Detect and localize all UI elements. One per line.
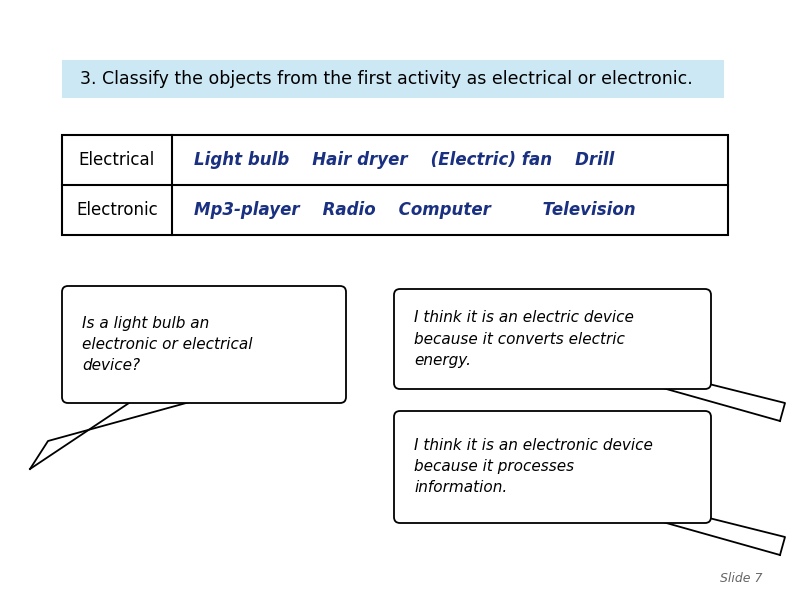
FancyBboxPatch shape <box>394 411 711 523</box>
FancyBboxPatch shape <box>62 286 346 403</box>
Text: Is a light bulb an
electronic or electrical
device?: Is a light bulb an electronic or electri… <box>82 316 252 373</box>
Text: Electronic: Electronic <box>76 201 158 219</box>
Text: Slide 7: Slide 7 <box>719 572 762 585</box>
Polygon shape <box>138 395 208 397</box>
Text: Light bulb    Hair dryer    (Electric) fan    Drill: Light bulb Hair dryer (Electric) fan Dri… <box>194 151 615 169</box>
Polygon shape <box>645 381 705 383</box>
FancyBboxPatch shape <box>394 289 711 389</box>
Text: I think it is an electric device
because it converts electric
energy.: I think it is an electric device because… <box>414 311 634 368</box>
Text: 3. Classify the objects from the first activity as electrical or electronic.: 3. Classify the objects from the first a… <box>80 70 692 88</box>
Bar <box>62 135 728 235</box>
Text: Mp3-player    Radio    Computer         Television: Mp3-player Radio Computer Television <box>194 201 636 219</box>
Polygon shape <box>645 515 705 517</box>
Text: I think it is an electronic device
because it processes
information.: I think it is an electronic device becau… <box>414 439 653 496</box>
FancyBboxPatch shape <box>62 60 724 98</box>
Text: Electrical: Electrical <box>79 151 155 169</box>
